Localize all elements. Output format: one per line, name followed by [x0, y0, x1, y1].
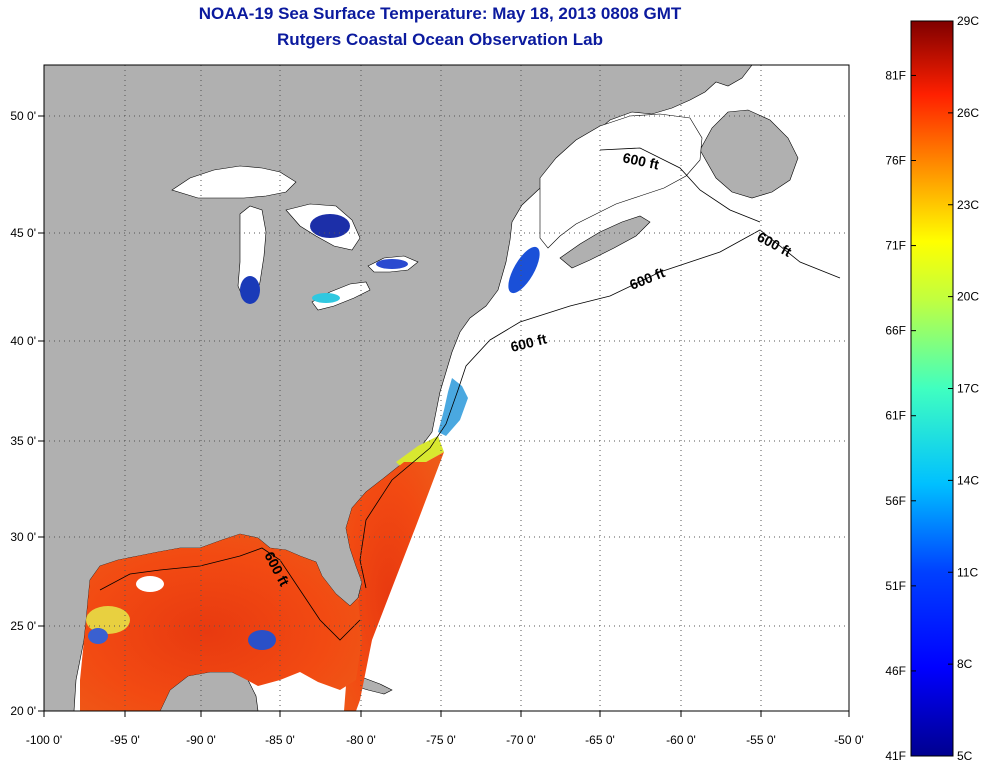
- newfoundland-land: [699, 109, 799, 199]
- x-tick-label: -85 0': [265, 733, 295, 747]
- y-tick-label: 45 0': [10, 226, 36, 240]
- graticule: [44, 65, 849, 711]
- gulf-cool-patch-2: [88, 628, 108, 644]
- colorbar-label-c: 5C: [957, 749, 973, 763]
- y-tick-label: 20 0': [10, 704, 36, 718]
- map-subtitle: Rutgers Coastal Ocean Observation Lab: [277, 30, 603, 49]
- y-tick-label: 50 0': [10, 109, 36, 123]
- lake-huron-blue: [310, 214, 350, 238]
- gulf-cool-patch-4: [136, 576, 164, 592]
- mid-atlantic-sst: [438, 378, 468, 436]
- contour-label-north: 600 ft: [621, 149, 660, 172]
- x-tick-label: -95 0': [110, 733, 140, 747]
- colorbar-label-f: 41F: [885, 749, 906, 763]
- x-tick-label: -50 0': [834, 733, 864, 747]
- colorbar-label-f: 66F: [885, 324, 906, 338]
- colorbar-label-c: 11C: [957, 565, 978, 579]
- contour-600ft-atlantic: [359, 229, 841, 589]
- x-tick-label: -65 0': [585, 733, 615, 747]
- nova-scotia-land: [559, 215, 651, 269]
- lake-superior: [171, 165, 297, 199]
- map-title: NOAA-19 Sea Surface Temperature: May 18,…: [198, 4, 682, 23]
- x-tick-label: -70 0': [506, 733, 536, 747]
- lake-ontario-blue: [376, 259, 408, 269]
- longitude-ticks: -100 0' -95 0' -90 0' -85 0' -80 0' -75 0' -70…: [26, 711, 864, 747]
- gulf-cool-patch-3: [248, 630, 276, 650]
- map-frame: [43, 64, 850, 712]
- lake-erie-cyan: [312, 293, 340, 303]
- colorbar-label-f: 76F: [885, 154, 906, 168]
- x-tick-label: -100 0': [26, 733, 62, 747]
- x-tick-label: -55 0': [746, 733, 776, 747]
- y-tick-label: 40 0': [10, 334, 36, 348]
- x-tick-label: -60 0': [666, 733, 696, 747]
- contour-600ft-gulf: [99, 547, 361, 641]
- atlantic-gulfstream-sst: [344, 452, 444, 711]
- colorbar-label-c: 14C: [957, 473, 979, 487]
- colorbar-label-c: 23C: [957, 198, 979, 212]
- lake-michigan: [237, 205, 267, 301]
- y-tick-label: 30 0': [10, 530, 36, 544]
- x-tick-label: -75 0': [426, 733, 456, 747]
- colorbar-label-c: 20C: [957, 290, 979, 304]
- gulf-of-maine-blue: [508, 246, 540, 294]
- x-tick-label: -80 0': [346, 733, 376, 747]
- latitude-ticks: 50 0' 45 0' 40 0' 35 0' 30 0' 25 0' 20 0': [10, 109, 44, 718]
- lake-erie: [311, 281, 371, 311]
- colorbar-label-c: 29C: [957, 14, 979, 28]
- colorbar-label-f: 51F: [885, 579, 906, 593]
- y-tick-label: 25 0': [10, 619, 36, 633]
- y-tick-label: 35 0': [10, 434, 36, 448]
- colorbar: [910, 20, 954, 757]
- colorbar-label-f: 46F: [885, 664, 906, 678]
- colorbar-ticks: 29C 26C 23C 20C 17C 14C 11C 8C 5C 81F 76F 71F 66F 61F…: [885, 14, 979, 763]
- colorbar-label-f: 56F: [885, 494, 906, 508]
- colorbar-label-c: 26C: [957, 106, 979, 120]
- contour-600ft-north: [599, 147, 761, 223]
- colorbar-label-c: 8C: [957, 657, 973, 671]
- lake-michigan-blue: [240, 276, 260, 304]
- colorbar-label-f: 71F: [885, 239, 906, 253]
- colorbar-label-c: 17C: [957, 382, 979, 396]
- x-tick-label: -90 0': [186, 733, 216, 747]
- colorbar-label-f: 61F: [885, 409, 906, 423]
- colorbar-label-f: 81F: [885, 68, 906, 82]
- gulf-cool-patch-1: [86, 606, 130, 634]
